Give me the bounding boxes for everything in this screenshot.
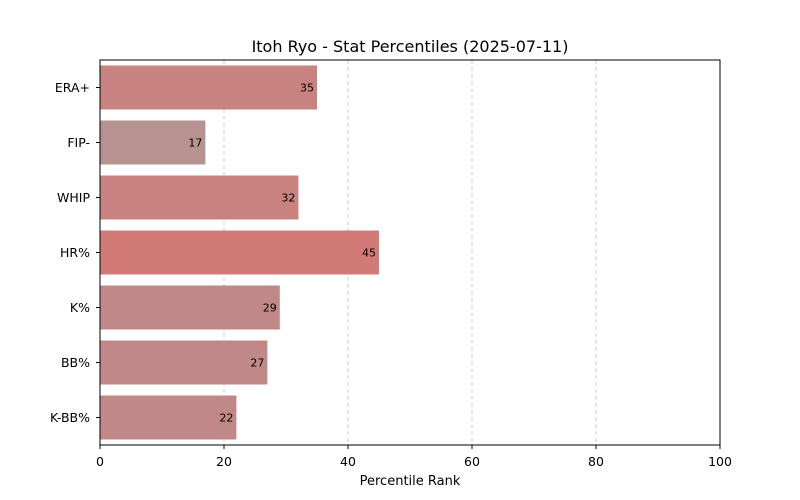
bar-whip bbox=[100, 175, 299, 220]
y-tick-label: WHIP bbox=[57, 190, 90, 205]
bars: 35 17 32 45 29 27 22 bbox=[100, 65, 379, 440]
x-tick-label: 0 bbox=[96, 454, 104, 469]
data-label: 32 bbox=[281, 192, 295, 205]
x-tick-label: 20 bbox=[216, 454, 232, 469]
y-axis: ERA+ FIP- WHIP HR% K% BB% K-BB% bbox=[50, 80, 100, 425]
x-axis: 0 20 40 60 80 100 bbox=[96, 445, 732, 469]
data-label: 17 bbox=[188, 137, 202, 150]
data-label: 29 bbox=[263, 302, 277, 315]
data-label: 45 bbox=[362, 247, 376, 260]
x-tick-label: 80 bbox=[588, 454, 604, 469]
y-tick-label: BB% bbox=[61, 355, 90, 370]
bar-bb- bbox=[100, 340, 268, 385]
chart-title: Itoh Ryo - Stat Percentiles (2025-07-11) bbox=[252, 37, 569, 56]
bar-era- bbox=[100, 65, 317, 110]
bar-hr- bbox=[100, 230, 379, 275]
data-label: 27 bbox=[250, 357, 264, 370]
x-tick-label: 60 bbox=[464, 454, 480, 469]
bar-k-bb- bbox=[100, 395, 237, 440]
x-axis-label: Percentile Rank bbox=[360, 474, 461, 489]
x-tick-label: 40 bbox=[340, 454, 356, 469]
y-tick-label: K-BB% bbox=[50, 410, 90, 425]
y-tick-label: ERA+ bbox=[55, 80, 90, 95]
x-tick-label: 100 bbox=[708, 454, 732, 469]
bar-fip- bbox=[100, 120, 206, 165]
y-tick-label: FIP- bbox=[67, 135, 90, 150]
data-label: 35 bbox=[300, 82, 314, 95]
bar-k- bbox=[100, 285, 280, 330]
data-label: 22 bbox=[219, 412, 233, 425]
y-tick-label: K% bbox=[70, 300, 90, 315]
y-tick-label: HR% bbox=[60, 245, 90, 260]
